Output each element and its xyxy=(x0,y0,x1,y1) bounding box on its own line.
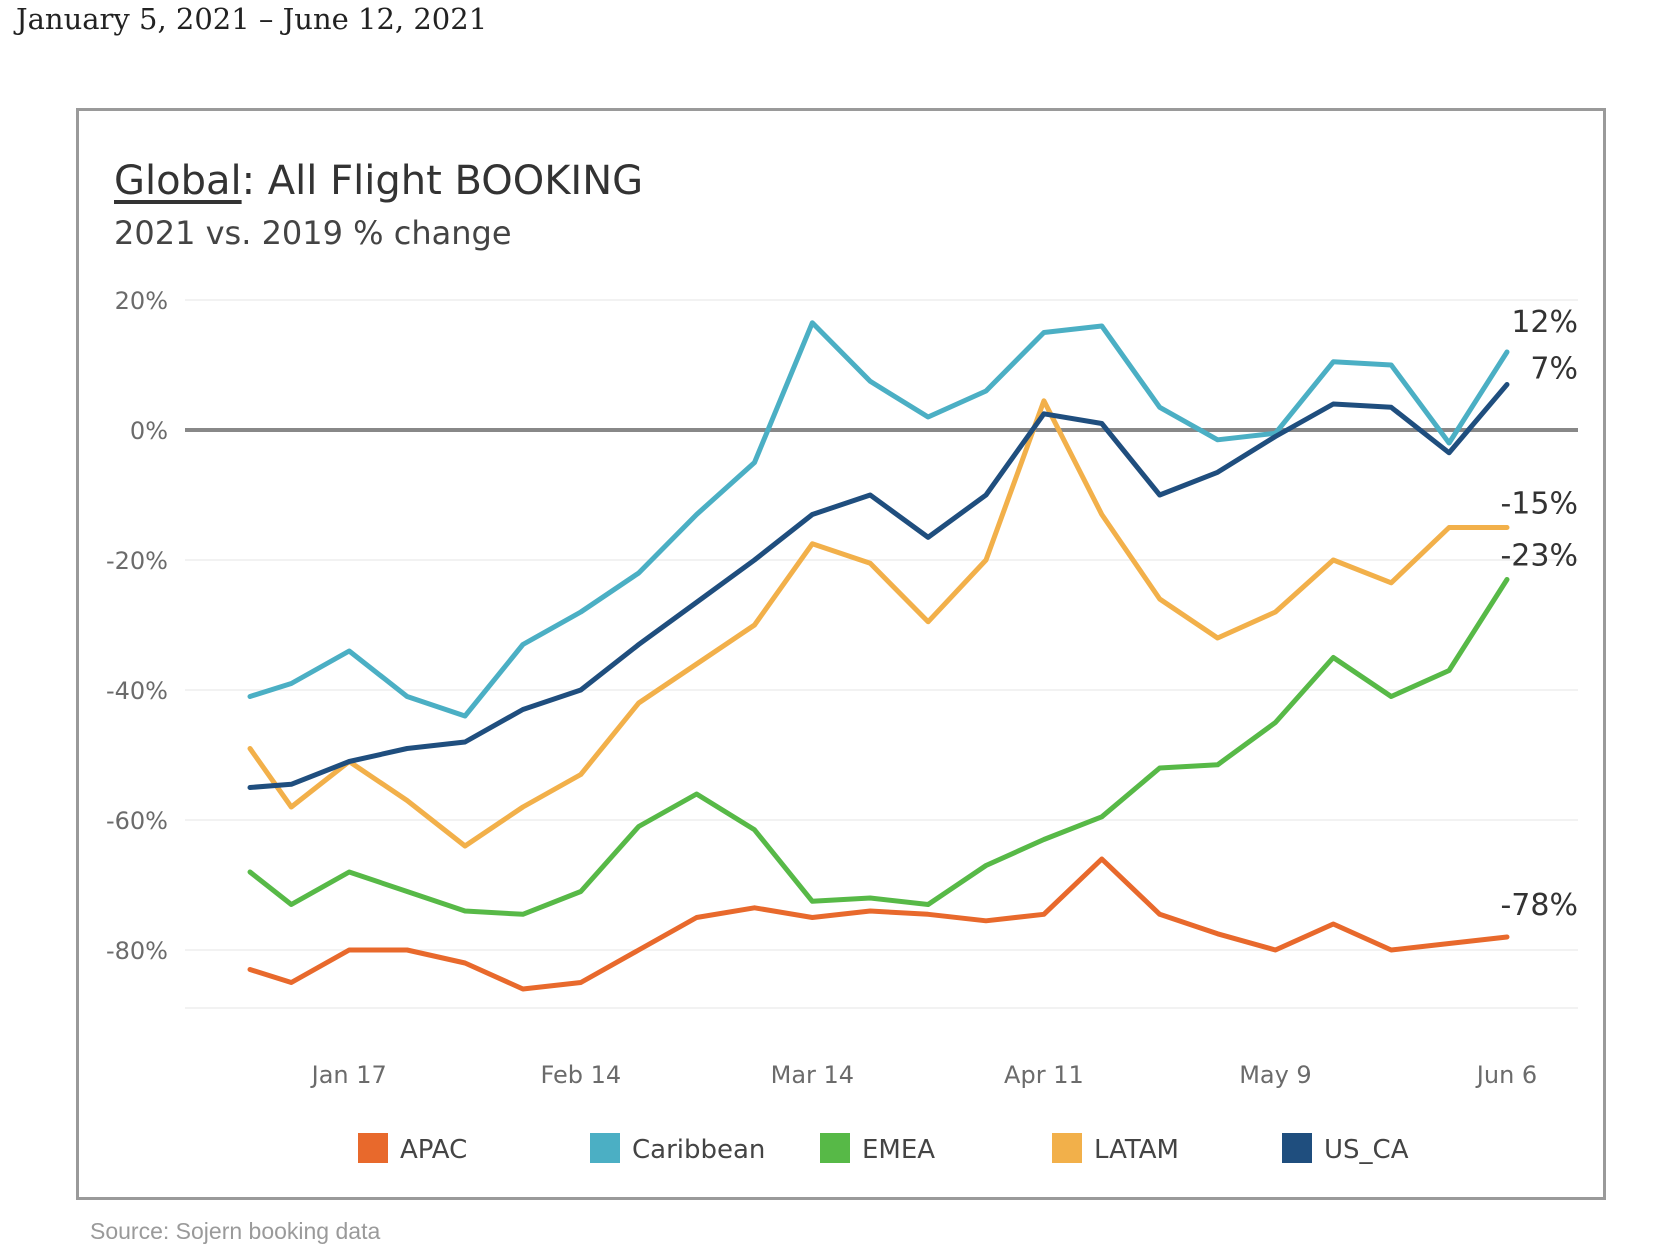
end-label-us-ca: 7% xyxy=(1530,352,1578,387)
x-axis-ticks: Jan 17 Feb 14 Mar 14 Apr 11 May 9 Jun 6 xyxy=(310,1061,1538,1089)
y-axis-ticks: 20% 0% -20% -40% -60% -80% xyxy=(106,287,168,965)
legend-swatch xyxy=(1052,1133,1082,1163)
series-line-us-ca xyxy=(247,382,1510,790)
legend-swatch xyxy=(590,1133,620,1163)
chart-title: Global: All Flight BOOKING xyxy=(114,158,643,204)
y-tick-label: -40% xyxy=(106,677,168,705)
end-label-apac: -78% xyxy=(1500,888,1578,923)
y-tick-label: -20% xyxy=(106,547,168,575)
chart-subtitle: 2021 vs. 2019 % change xyxy=(114,214,512,252)
y-tick-label: -80% xyxy=(106,937,168,965)
x-tick-label: Jan 17 xyxy=(310,1061,387,1089)
end-label-emea: -23% xyxy=(1500,539,1578,574)
x-tick-label: Apr 11 xyxy=(1004,1061,1084,1089)
date-range: January 5, 2021 – June 12, 2021 xyxy=(16,2,488,36)
legend-swatch xyxy=(1282,1133,1312,1163)
chart-title-suffix: : All Flight BOOKING xyxy=(241,158,644,204)
legend-item-caribbean: Caribbean xyxy=(590,1133,765,1165)
x-tick-label: May 9 xyxy=(1239,1061,1312,1089)
x-tick-label: Feb 14 xyxy=(540,1061,621,1089)
legend-item-latam: LATAM xyxy=(1052,1133,1179,1165)
chart-frame xyxy=(76,108,1606,1200)
legend-item-apac: APAC xyxy=(358,1133,467,1165)
legend-label: LATAM xyxy=(1094,1135,1179,1165)
source-note: Source: Sojern booking data xyxy=(90,1218,381,1244)
legend: APAC Caribbean EMEA LATAM US_CA xyxy=(358,1133,1409,1165)
y-tick-label: 0% xyxy=(130,417,168,445)
grid xyxy=(185,299,1578,1009)
y-tick-label: 20% xyxy=(115,287,168,315)
legend-item-emea: EMEA xyxy=(820,1133,935,1165)
end-label-latam: -15% xyxy=(1500,487,1578,522)
series-line-latam xyxy=(247,398,1510,849)
legend-item-us-ca: US_CA xyxy=(1282,1133,1409,1165)
end-labels: -78% 12% -23% -15% 7% xyxy=(1500,305,1578,923)
chart-title-prefix: Global xyxy=(114,158,242,204)
legend-label: APAC xyxy=(400,1135,467,1165)
y-tick-label: -60% xyxy=(106,807,168,835)
legend-label: EMEA xyxy=(862,1135,935,1165)
end-label-caribbean: 12% xyxy=(1511,305,1578,340)
series-lines xyxy=(247,320,1510,992)
legend-swatch xyxy=(820,1133,850,1163)
x-tick-label: Jun 6 xyxy=(1475,1061,1537,1089)
legend-swatch xyxy=(358,1133,388,1163)
x-tick-label: Mar 14 xyxy=(771,1061,854,1089)
series-line-caribbean xyxy=(247,320,1510,719)
series-line-emea xyxy=(247,577,1510,917)
legend-label: Caribbean xyxy=(632,1135,765,1165)
series-line-apac xyxy=(247,856,1510,992)
legend-label: US_CA xyxy=(1324,1135,1409,1165)
